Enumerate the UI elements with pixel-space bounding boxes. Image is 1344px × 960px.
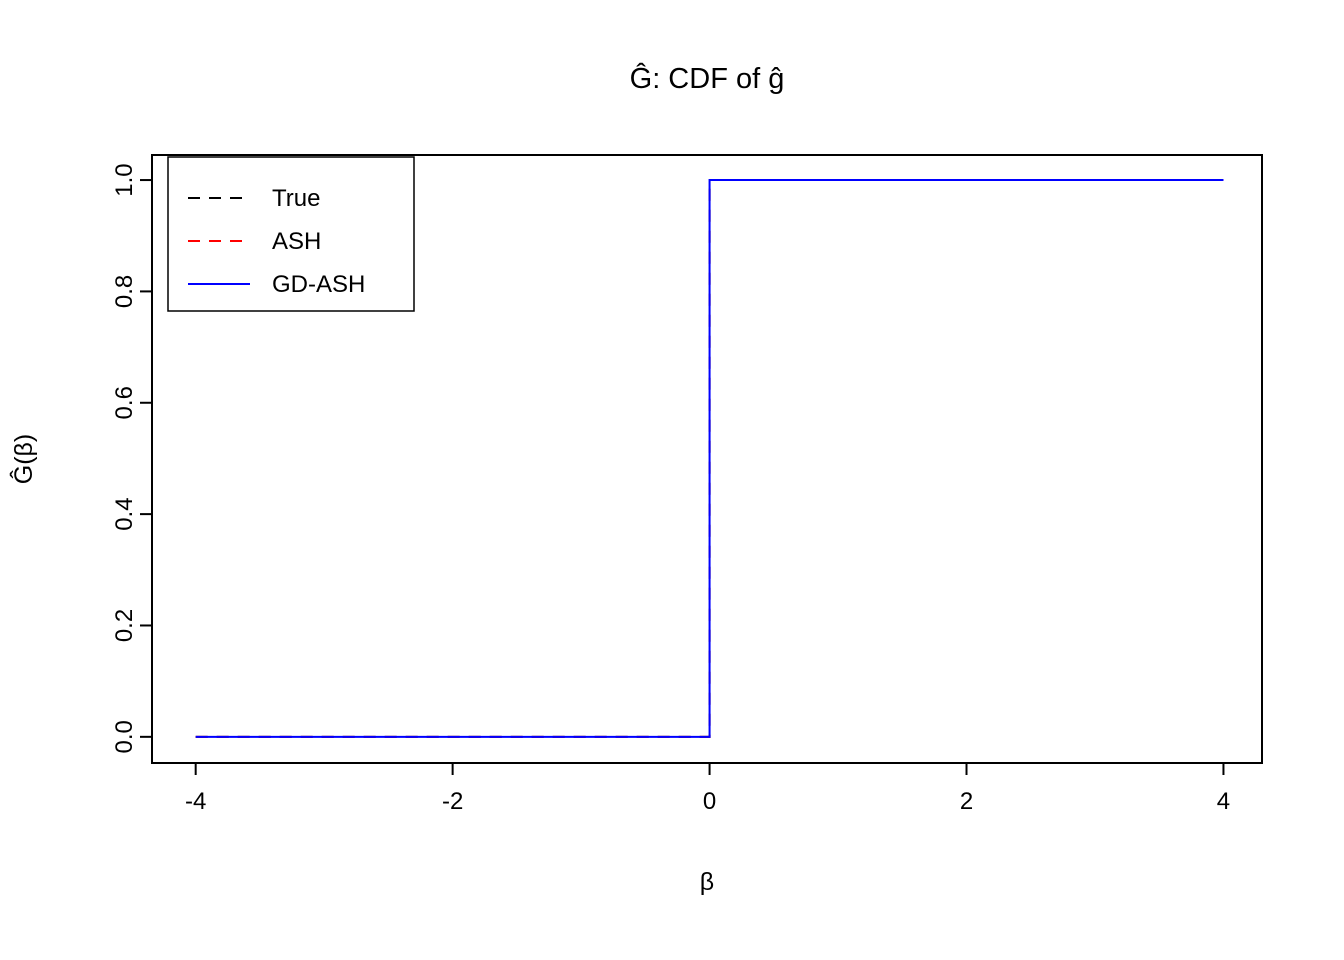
series-line-gd-ash bbox=[195, 179, 1224, 738]
x-tick-label: 4 bbox=[1217, 788, 1230, 815]
y-tick-label: 0.2 bbox=[111, 609, 138, 642]
x-axis-label: β bbox=[700, 868, 714, 896]
y-tick-label: 0.0 bbox=[111, 720, 138, 753]
axis-box bbox=[151, 154, 1263, 764]
x-tick-label: -4 bbox=[185, 788, 206, 815]
y-tick-label: 1.0 bbox=[111, 163, 138, 196]
x-tick-label: -2 bbox=[442, 788, 463, 815]
legend-label-gd-ash: GD-ASH bbox=[272, 271, 365, 298]
legend-box bbox=[167, 156, 415, 312]
ticks-layer: -4 -2 0 2 4 0.0 0.2 0.4 0.6 0.8 1.0 bbox=[111, 163, 1230, 815]
x-tick-label: 2 bbox=[960, 788, 973, 815]
y-tick-label: 0.6 bbox=[111, 386, 138, 419]
chart-title: Ĝ: CDF of ĝ bbox=[630, 61, 785, 95]
y-axis-label: Ĝ(β) bbox=[9, 434, 38, 484]
legend-layer: True ASH GD-ASH bbox=[167, 156, 415, 312]
y-tick-label: 0.8 bbox=[111, 275, 138, 308]
series-layer bbox=[195, 179, 1224, 738]
legend-label-true: True bbox=[272, 185, 320, 212]
legend-label-ash: ASH bbox=[272, 228, 321, 255]
x-tick-label: 0 bbox=[703, 788, 716, 815]
y-tick-label: 0.4 bbox=[111, 497, 138, 530]
